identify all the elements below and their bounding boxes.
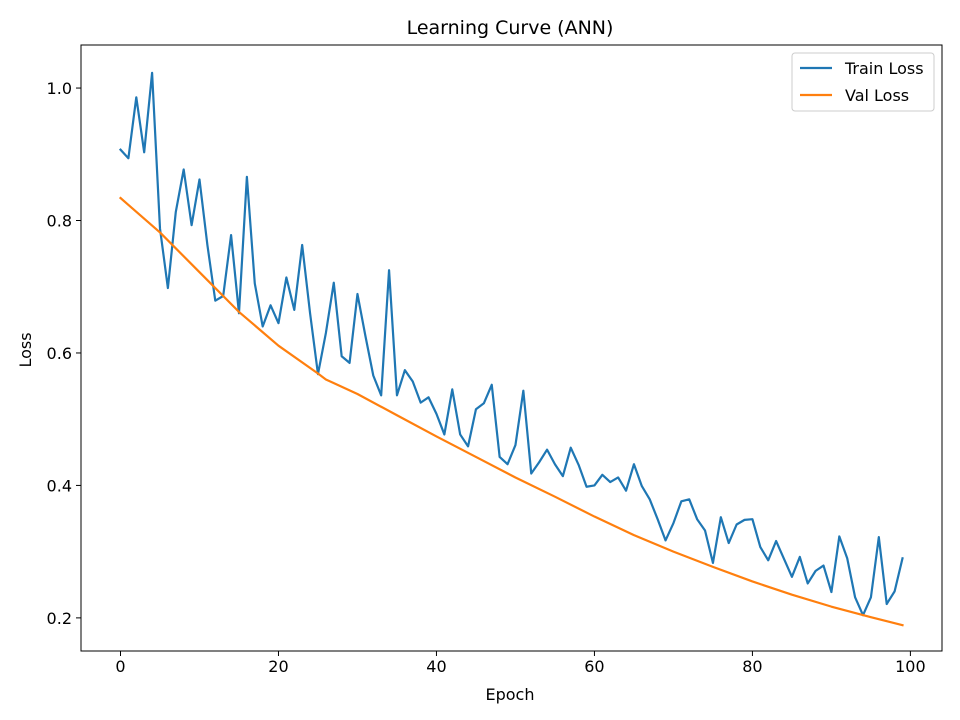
y-tick-label: 0.4 [47, 476, 72, 495]
y-tick-label: 1.0 [47, 79, 72, 98]
y-tick-label: 0.2 [47, 609, 72, 628]
series-line-1 [118, 196, 904, 627]
legend-label-1: Val Loss [845, 86, 909, 105]
axes-frame [80, 44, 943, 652]
plot-area: 0 20 40 60 80 100 0.2 0.4 0.6 0.8 1.0 [47, 44, 943, 676]
legend-label-0: Train Loss [844, 59, 924, 78]
x-tick-label: 100 [895, 657, 926, 676]
x-tick-label: 60 [584, 657, 604, 676]
x-axis-label: Epoch [486, 685, 535, 704]
y-tick-label: 0.6 [47, 344, 72, 363]
x-tick-label: 80 [742, 657, 762, 676]
y-tick-label: 0.8 [47, 212, 72, 231]
legend: Train Loss Val Loss [791, 52, 935, 112]
x-tick-label: 0 [115, 657, 125, 676]
series-line-0 [118, 71, 904, 617]
x-tick-label: 20 [268, 657, 288, 676]
x-tick-label: 40 [426, 657, 446, 676]
chart-title: Learning Curve (ANN) [407, 17, 614, 39]
y-axis-label: Loss [16, 332, 35, 367]
